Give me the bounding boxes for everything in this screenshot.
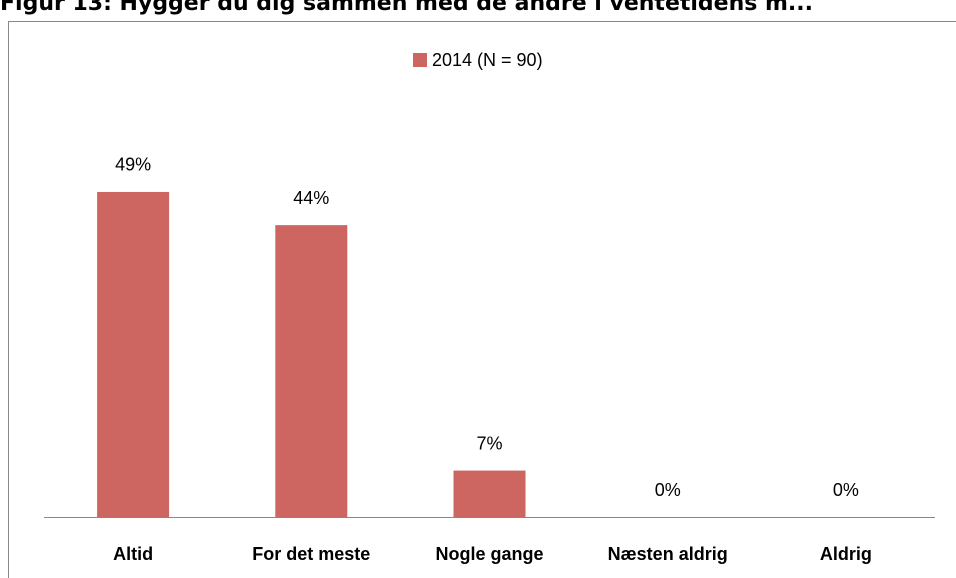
data-label: 0% [655, 480, 681, 500]
data-label: 0% [833, 480, 859, 500]
x-tick-label: Næsten aldrig [608, 544, 728, 564]
x-tick-label: Nogle gange [435, 544, 543, 564]
legend-swatch [413, 53, 427, 67]
data-label: 49% [115, 155, 151, 175]
x-tick-label: For det meste [252, 544, 370, 564]
x-tick-label: Aldrig [820, 544, 872, 564]
data-label: 7% [476, 433, 502, 453]
x-tick-label: Altid [113, 544, 153, 564]
bar [97, 191, 170, 517]
bar [453, 470, 526, 517]
data-label: 44% [293, 188, 329, 208]
bar [275, 225, 348, 517]
chart-title: Figur 13: Hygger du dig sammen med de an… [0, 0, 813, 16]
legend-label: 2014 (N = 90) [432, 50, 543, 70]
